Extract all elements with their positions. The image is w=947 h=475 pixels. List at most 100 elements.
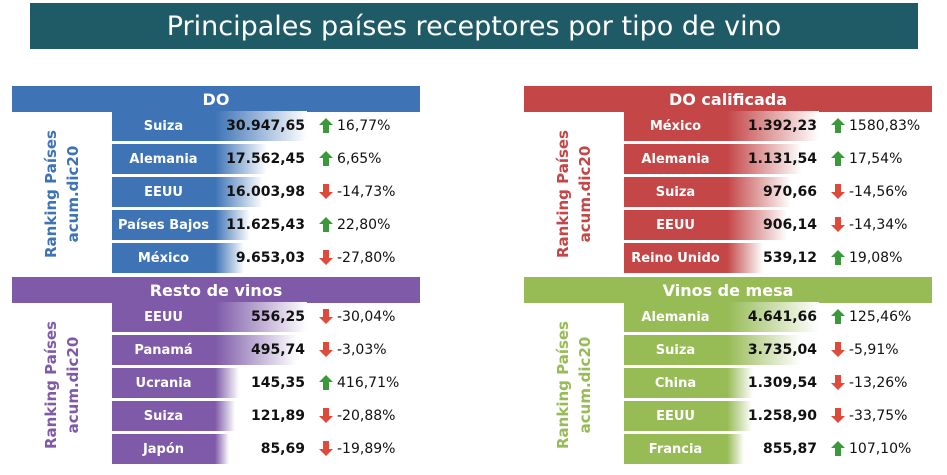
bar-cell: 906,14 [727, 210, 821, 240]
data-bar [215, 335, 297, 365]
data-bar [215, 368, 240, 398]
arrow-down-icon [831, 184, 845, 199]
data-label: 906,14 [762, 217, 817, 233]
country-cell: Reino Unido [624, 243, 727, 273]
variation-label: -3,03% [337, 342, 387, 358]
arrow-up-icon [319, 375, 333, 390]
data-bar [215, 243, 244, 273]
country-cell: Alemania [624, 302, 727, 332]
data-bar [215, 111, 307, 141]
country-cell: EEUU [624, 210, 727, 240]
data-label: 4.641,66 [747, 309, 817, 325]
data-bar [215, 144, 268, 174]
data-bar [727, 401, 752, 431]
table-row: Francia 855,87 107,10% [524, 433, 932, 465]
country-cell: Panamá [112, 335, 215, 365]
table-row: Suiza 30.947,65 16,77% [12, 110, 420, 142]
bar-cell: 1.309,54 [727, 368, 821, 398]
table-row: EEUU 1.258,90 -33,75% [524, 400, 932, 432]
arrow-down-icon [319, 342, 333, 357]
data-label: 3.735,04 [747, 342, 817, 358]
bar-cell: 30.947,65 [215, 111, 309, 141]
table-row: Alemania 1.131,54 17,54% [524, 143, 932, 175]
table-row: Suiza 3.735,04 -5,91% [524, 334, 932, 366]
bar-cell: 9.653,03 [215, 243, 309, 273]
arrow-up-icon [831, 118, 845, 133]
country-cell: México [112, 243, 215, 273]
panel-do-calificada: DO calificada Ranking Países acum.dic20 Méx… [524, 86, 932, 276]
data-bar [727, 302, 819, 332]
table-row: EEUU 556,25 -30,04% [12, 301, 420, 333]
country-cell: EEUU [112, 177, 215, 207]
variation-label: 16,77% [337, 118, 391, 134]
table-row: EEUU 906,14 -14,34% [524, 209, 932, 241]
variation-label: 125,46% [849, 309, 912, 325]
data-label: 1.258,90 [747, 408, 817, 424]
variation-label: -14,34% [849, 217, 908, 233]
variation-label: 17,54% [849, 151, 903, 167]
variation-label: -27,80% [337, 250, 396, 266]
variation-label: -5,91% [849, 342, 899, 358]
table-row: Japón 85,69 -19,89% [12, 433, 420, 465]
table-row: Suiza 970,66 -14,56% [524, 176, 932, 208]
country-cell: Suiza [624, 177, 727, 207]
table-row: México 9.653,03 -27,80% [12, 242, 420, 274]
data-bar [727, 368, 753, 398]
table-row: Alemania 17.562,45 6,65% [12, 143, 420, 175]
bar-cell: 4.641,66 [727, 302, 821, 332]
arrow-up-icon [319, 118, 333, 133]
panel-title: Resto de vinos [12, 277, 420, 303]
country-cell: Alemania [624, 144, 727, 174]
panel-title: DO calificada [524, 86, 932, 112]
table-row: Panamá 495,74 -3,03% [12, 334, 420, 366]
data-bar [215, 401, 236, 431]
variation-label: -13,26% [849, 375, 908, 391]
arrow-down-icon [831, 217, 845, 232]
data-label: 970,66 [762, 184, 817, 200]
table-row: Alemania 4.641,66 125,46% [524, 301, 932, 333]
arrow-down-icon [831, 342, 845, 357]
variation-label: -33,75% [849, 408, 908, 424]
panel-resto-de-vinos: Resto de vinos Ranking Países acum.dic20 EE… [12, 277, 420, 467]
country-cell: Países Bajos [112, 210, 215, 240]
bar-cell: 1.131,54 [727, 144, 821, 174]
panel-title: Vinos de mesa [524, 277, 932, 303]
bar-cell: 145,35 [215, 368, 309, 398]
country-cell: Alemania [112, 144, 215, 174]
country-cell: Ucrania [112, 368, 215, 398]
arrow-down-icon [319, 408, 333, 423]
bar-cell: 1.392,23 [727, 111, 821, 141]
bar-cell: 539,12 [727, 243, 821, 273]
arrow-down-icon [319, 184, 333, 199]
variation-label: 19,08% [849, 250, 903, 266]
data-label: 556,25 [250, 309, 305, 325]
data-label: 121,89 [250, 408, 305, 424]
arrow-up-icon [831, 309, 845, 324]
data-bar [727, 111, 819, 141]
variation-label: -20,88% [337, 408, 396, 424]
data-bar [727, 243, 763, 273]
table-row: Reino Unido 539,12 19,08% [524, 242, 932, 274]
table-row: Países Bajos 11.625,43 22,80% [12, 209, 420, 241]
arrow-up-icon [831, 151, 845, 166]
data-label: 1.392,23 [747, 118, 817, 134]
data-label: 855,87 [762, 441, 817, 457]
data-bar [215, 302, 307, 332]
arrow-down-icon [831, 408, 845, 423]
bar-cell: 855,87 [727, 434, 821, 464]
data-label: 11.625,43 [226, 217, 305, 233]
data-bar [727, 210, 787, 240]
country-cell: Suiza [112, 401, 215, 431]
data-bar [727, 177, 792, 207]
country-cell: Japón [112, 434, 215, 464]
bar-cell: 11.625,43 [215, 210, 309, 240]
table-row: México 1.392,23 1580,83% [524, 110, 932, 142]
data-label: 9.653,03 [235, 250, 305, 266]
data-bar [215, 177, 263, 207]
data-label: 17.562,45 [226, 151, 305, 167]
data-label: 85,69 [260, 441, 305, 457]
bar-cell: 17.562,45 [215, 144, 309, 174]
variation-label: 22,80% [337, 217, 391, 233]
arrow-down-icon [319, 250, 333, 265]
table-row: Suiza 121,89 -20,88% [12, 400, 420, 432]
